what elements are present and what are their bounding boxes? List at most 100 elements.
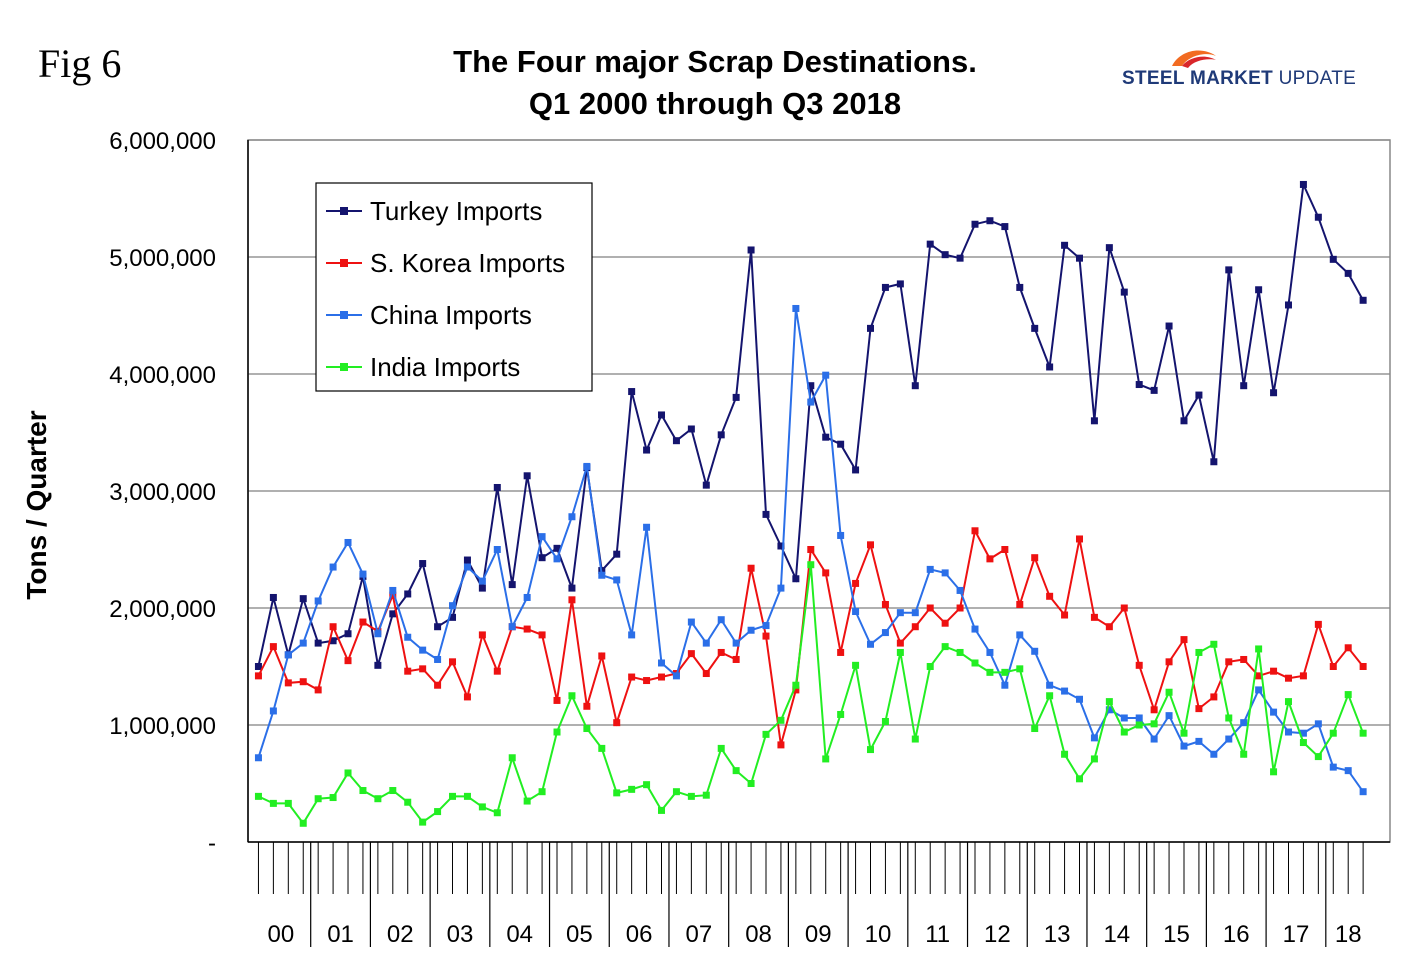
data-point	[1180, 636, 1188, 644]
data-point	[389, 591, 397, 599]
data-point	[852, 466, 860, 474]
data-point	[732, 767, 740, 775]
data-point	[911, 609, 919, 617]
data-point	[1135, 721, 1143, 729]
data-point	[822, 371, 830, 379]
data-point	[1016, 283, 1024, 291]
data-point	[1046, 363, 1054, 371]
data-point	[1016, 631, 1024, 639]
figure-label: Fig 6	[38, 41, 122, 86]
data-point	[523, 593, 531, 601]
data-point	[359, 618, 367, 626]
data-point	[1031, 647, 1039, 655]
data-point	[941, 251, 949, 259]
legend-swatch-marker	[340, 311, 348, 319]
data-point	[598, 744, 606, 752]
data-point	[837, 710, 845, 718]
data-point	[1165, 688, 1173, 696]
legend: Turkey Imports S. Korea Imports China Impo…	[315, 182, 593, 392]
data-point	[762, 632, 770, 640]
data-point	[1284, 301, 1292, 309]
data-point	[449, 658, 457, 666]
series-layer	[254, 180, 1367, 827]
data-point	[717, 744, 725, 752]
data-point	[449, 792, 457, 800]
data-point	[672, 437, 680, 445]
data-point	[404, 667, 412, 675]
data-point	[1299, 739, 1307, 747]
data-point	[926, 240, 934, 248]
data-point	[1255, 672, 1263, 680]
data-point	[1090, 417, 1098, 425]
data-point	[1135, 381, 1143, 389]
data-point	[568, 596, 576, 604]
y-tick-label: 5,000,000	[109, 245, 216, 272]
data-point	[687, 618, 695, 626]
data-point	[747, 780, 755, 787]
data-point	[1061, 750, 1069, 758]
data-point	[1001, 668, 1009, 676]
data-point	[643, 677, 651, 685]
data-point	[434, 681, 442, 689]
data-point	[986, 555, 994, 563]
data-point	[463, 563, 471, 571]
data-point	[1135, 661, 1143, 669]
logo-rest: UPDATE	[1278, 68, 1357, 89]
data-point	[434, 623, 442, 631]
data-point	[643, 523, 651, 531]
data-point	[553, 544, 561, 552]
data-point	[1075, 535, 1083, 543]
data-point	[523, 797, 531, 805]
data-point	[702, 639, 710, 647]
data-point	[493, 546, 501, 553]
data-point	[807, 398, 815, 406]
data-point	[1180, 742, 1188, 750]
series-3	[254, 304, 1367, 796]
data-point	[747, 626, 755, 634]
data-point	[389, 610, 397, 618]
data-point	[762, 730, 770, 738]
data-point	[1165, 712, 1173, 720]
data-point	[777, 716, 785, 724]
data-point	[837, 531, 845, 539]
y-tick-label: 4,000,000	[109, 362, 216, 389]
data-point	[896, 609, 904, 617]
data-point	[568, 692, 576, 700]
legend-label: S. Korea Imports	[370, 248, 565, 278]
data-point	[837, 440, 845, 448]
x-tick-label: 08	[745, 921, 772, 948]
data-point	[1255, 645, 1263, 653]
data-point	[777, 584, 785, 592]
data-point	[1075, 695, 1083, 703]
logo-text: STEEL MARKET UPDATE	[1122, 68, 1356, 90]
data-point	[1150, 706, 1158, 714]
data-point	[254, 754, 262, 762]
data-point	[971, 659, 979, 667]
legend-label: Turkey Imports	[370, 196, 542, 226]
x-tick-label: 12	[984, 921, 1011, 948]
data-point	[702, 791, 710, 799]
data-point	[344, 657, 352, 665]
data-point	[1016, 665, 1024, 673]
data-point	[1270, 389, 1278, 397]
data-point	[881, 600, 889, 608]
data-point	[583, 702, 591, 710]
data-point	[926, 663, 934, 670]
data-point	[389, 586, 397, 594]
data-point	[658, 659, 666, 667]
data-point	[359, 787, 367, 795]
data-point	[613, 550, 621, 558]
data-point	[1195, 391, 1203, 399]
x-tick-label: 14	[1103, 921, 1130, 948]
data-point	[463, 556, 471, 564]
data-point	[404, 798, 412, 806]
data-point	[538, 788, 546, 796]
data-point	[658, 806, 666, 814]
data-point	[837, 648, 845, 656]
data-point	[628, 673, 636, 681]
data-point	[449, 613, 457, 621]
x-tick-label: 15	[1163, 921, 1190, 948]
data-point	[762, 622, 770, 630]
y-tick-label: 3,000,000	[109, 479, 216, 506]
data-point	[867, 746, 875, 754]
